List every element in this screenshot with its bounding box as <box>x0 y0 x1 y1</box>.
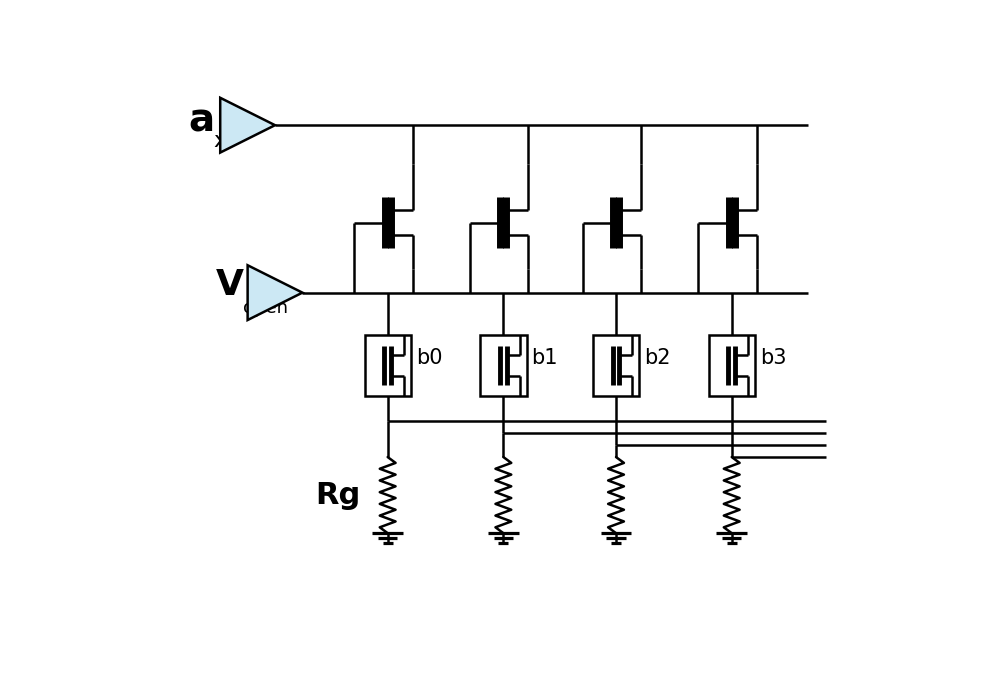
Bar <box>365 335 411 396</box>
Bar <box>480 335 527 396</box>
Text: b1: b1 <box>531 348 558 368</box>
Bar <box>709 335 755 396</box>
Text: open: open <box>243 299 288 317</box>
Polygon shape <box>248 266 302 320</box>
Text: V: V <box>216 268 244 302</box>
Text: b0: b0 <box>416 348 442 368</box>
Text: Rg: Rg <box>315 481 360 510</box>
Polygon shape <box>220 98 275 153</box>
Text: b3: b3 <box>760 348 786 368</box>
Text: b2: b2 <box>644 348 671 368</box>
Text: x: x <box>213 131 226 151</box>
Text: a: a <box>189 101 215 139</box>
Bar <box>593 335 639 396</box>
